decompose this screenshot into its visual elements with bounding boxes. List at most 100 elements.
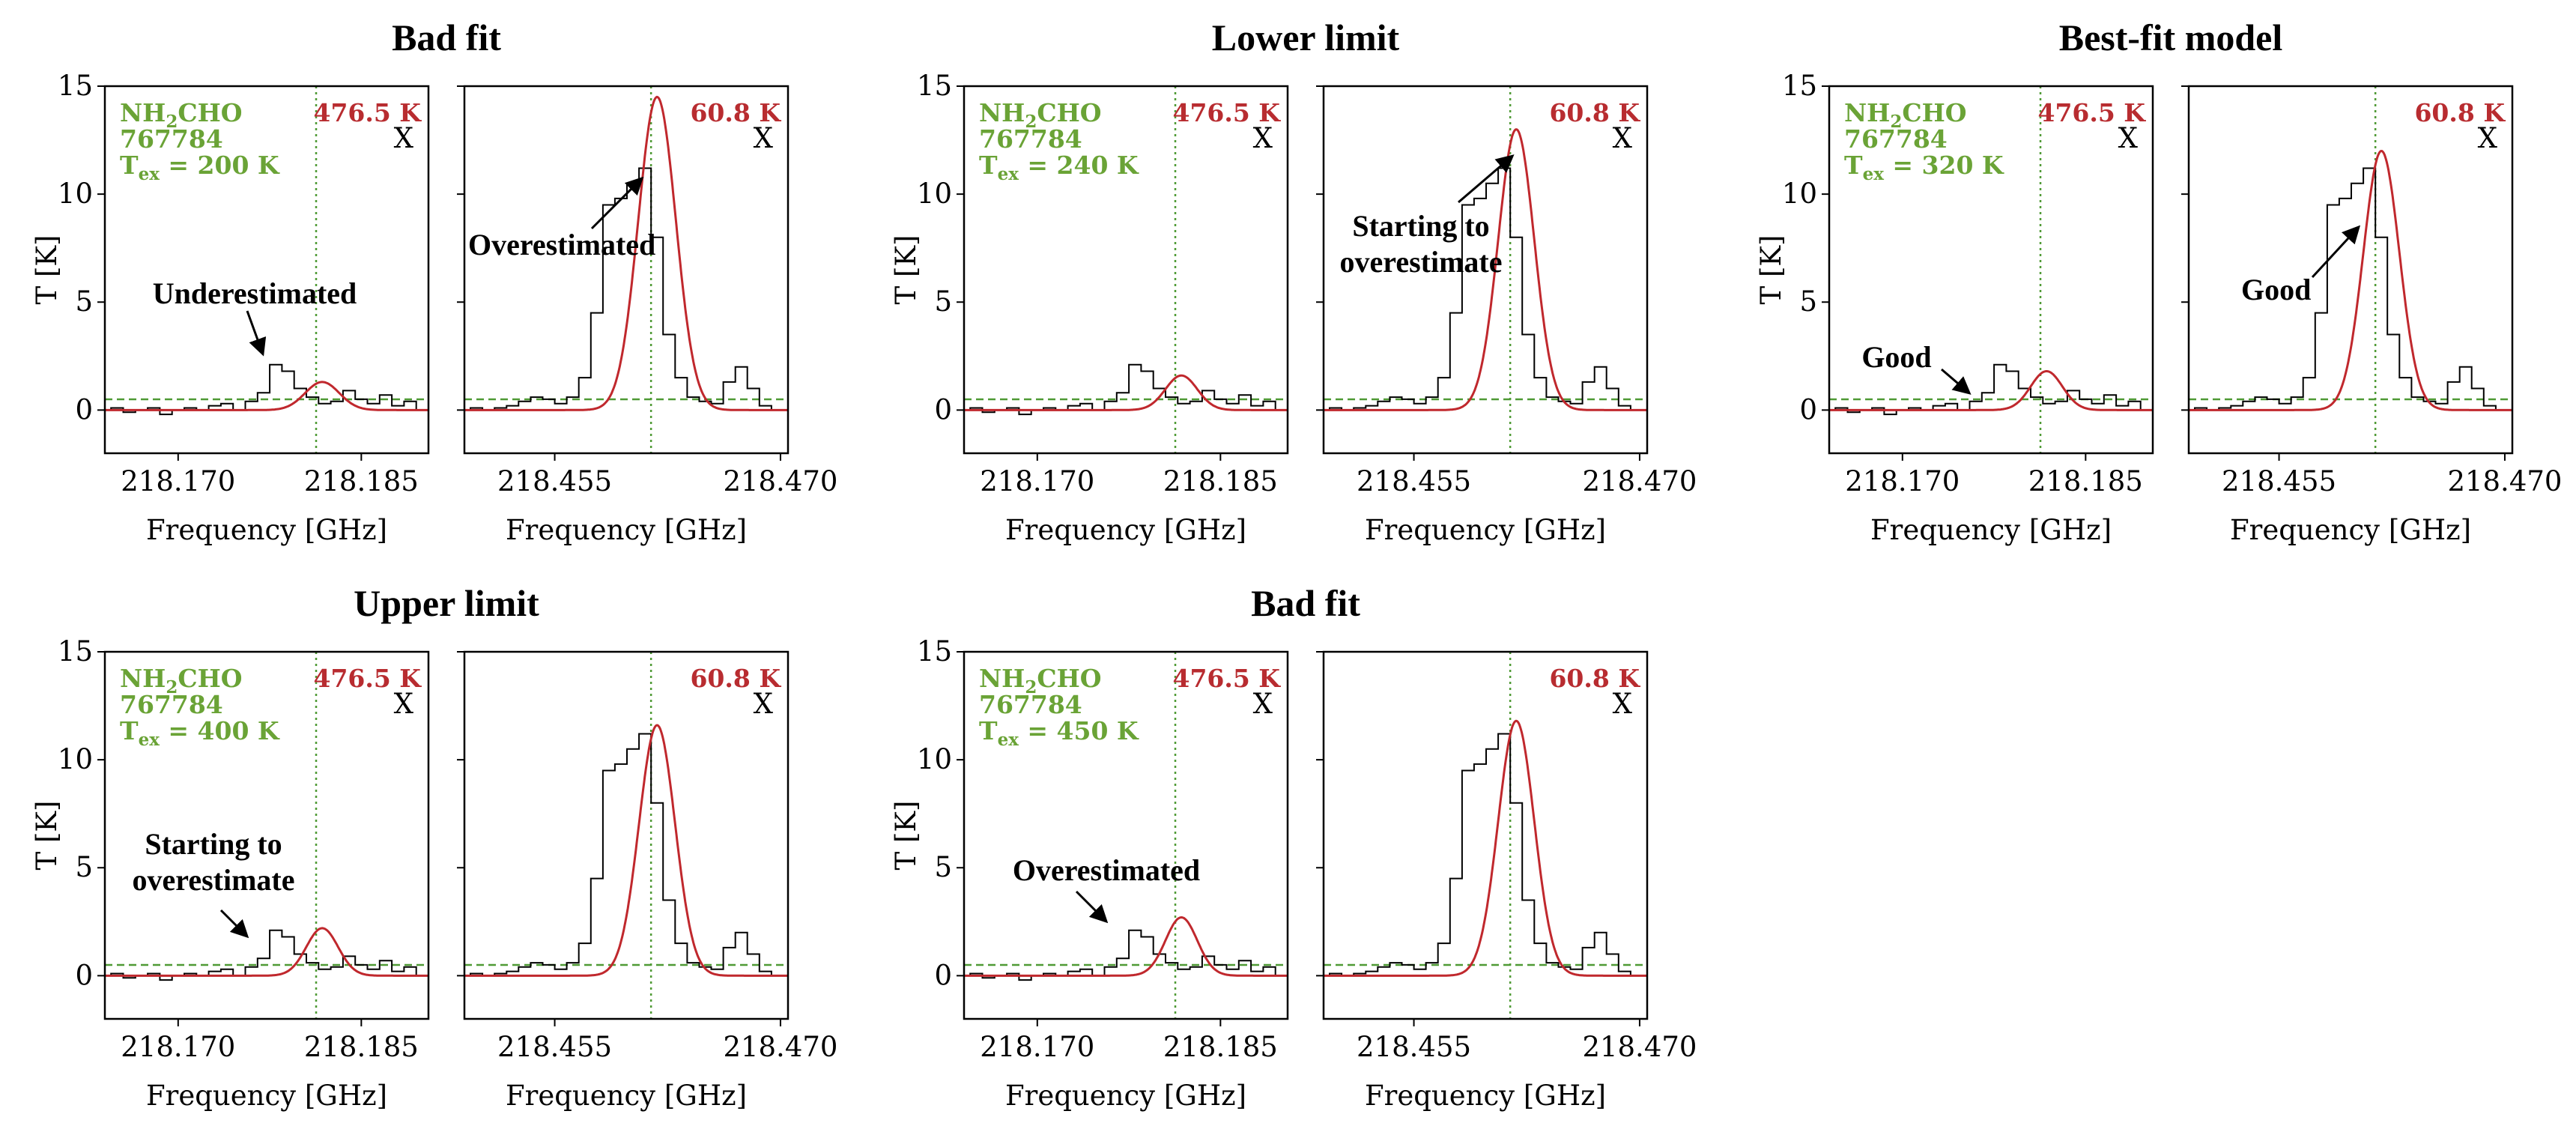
excitation-temperature: Tex = 450 K <box>979 716 1139 750</box>
x-tick-label: 218.170 <box>980 1031 1094 1063</box>
blend-mark: X <box>2118 122 2139 154</box>
panel-title: Best-fit model <box>2059 16 2283 58</box>
panel-title: Bad fit <box>1251 582 1360 624</box>
model-spectrum <box>2189 149 2512 411</box>
molecule-tag: 767784 <box>120 690 223 719</box>
annotation-arrow <box>590 176 644 230</box>
axis-frame <box>963 85 1289 455</box>
panel-1: Bad fit T [K] 0 5 10 15 218.170 218.185 Frequenc… <box>31 16 837 546</box>
y-tick-label: 10 <box>58 178 93 210</box>
axis-frame <box>463 85 790 455</box>
observed-spectrum <box>1324 733 1643 977</box>
left-axis: 0 5 10 15 218.170 218.185 Frequency [GHz] 476.5… <box>58 70 430 546</box>
molecule-name: NH2CHO <box>120 98 243 132</box>
left-axis: 0 5 10 15 218.170 218.185 Frequency [GHz] 476.5… <box>58 635 430 1112</box>
observed-spectrum <box>105 363 428 416</box>
annotation-text: Overestimated <box>1013 853 1200 887</box>
x-axis-label: Frequency [GHz] <box>1365 514 1606 546</box>
x-axis-label: Frequency [GHz] <box>146 1080 387 1112</box>
molecule-part: CHO <box>1037 664 1101 693</box>
x-tick-label: 218.170 <box>121 1031 235 1063</box>
model-spectrum <box>1829 370 2153 411</box>
x-tick-label: 218.470 <box>1582 1031 1697 1063</box>
upper-level-energy: 60.8 K <box>1549 664 1640 693</box>
axis-frame <box>1322 85 1649 455</box>
molecule-name: NH2CHO <box>1844 98 1967 132</box>
axis-frame <box>463 650 790 1020</box>
molecule-part: NH <box>1844 98 1890 127</box>
right-axis: 218.455 218.470 Frequency [GHz] 60.8 KX Good <box>2181 85 2562 546</box>
blend-mark: X <box>754 122 774 154</box>
molecule-part: CHO <box>1037 98 1101 127</box>
annotation-text: Underestimated <box>153 276 357 310</box>
right-axis: 218.455 218.470 Frequency [GHz] 60.8 KX Star… <box>1316 85 1697 546</box>
x-axis-label: Frequency [GHz] <box>146 514 387 546</box>
plot-area <box>1324 652 1647 1019</box>
tex-symbol: T <box>979 716 998 745</box>
molecule-subscript: 2 <box>166 112 178 132</box>
left-axis: 0 5 10 15 218.170 218.185 Frequency [GHz] 476.5… <box>917 70 1289 546</box>
annotation-text: overestimate <box>1340 245 1503 279</box>
panel-5: Bad fit T [K] 0 5 10 15 218.170 218.185 Frequenc… <box>890 582 1697 1112</box>
y-tick-label: 15 <box>58 70 93 102</box>
x-axis-label: Frequency [GHz] <box>1870 514 2112 546</box>
x-tick-label: 218.185 <box>2028 465 2143 497</box>
blend-mark: X <box>394 122 414 154</box>
y-axis-label-group: T [K] <box>890 801 922 871</box>
x-tick-label: 218.455 <box>497 465 612 497</box>
annotation-text: Good <box>2241 273 2311 306</box>
x-tick-label: 218.170 <box>121 465 235 497</box>
blend-mark: X <box>2478 122 2498 154</box>
y-axis-label: T [K] <box>890 801 922 871</box>
axis-frame <box>2187 85 2514 455</box>
plot-area <box>964 86 1288 453</box>
x-tick-label: 218.455 <box>497 1031 612 1063</box>
y-axis-label: T [K] <box>31 235 63 305</box>
y-tick-label: 15 <box>917 70 952 102</box>
y-axis-label: T [K] <box>1755 235 1787 305</box>
model-spectrum <box>1324 128 1647 411</box>
tex-subscript: ex <box>998 730 1019 750</box>
molecule-name: NH2CHO <box>979 664 1102 697</box>
observed-spectrum <box>464 733 784 977</box>
molecule-name: NH2CHO <box>979 98 1102 132</box>
upper-level-energy: 60.8 K <box>690 98 781 127</box>
excitation-temperature: Tex = 240 K <box>979 151 1139 184</box>
tex-symbol: T <box>120 716 139 745</box>
molecule-subscript: 2 <box>166 677 178 697</box>
y-tick-label: 0 <box>1799 393 1817 426</box>
x-tick-label: 218.170 <box>980 465 1094 497</box>
tex-value: = 240 K <box>1019 151 1139 180</box>
molecule-subscript: 2 <box>1890 112 1902 132</box>
panel-3: Best-fit model T [K] 0 5 10 15 218.170 218.185 F… <box>1755 16 2562 546</box>
upper-level-energy: 476.5 K <box>313 98 422 127</box>
annotation-arrow <box>246 310 267 357</box>
y-tick-label: 10 <box>917 178 952 210</box>
observed-spectrum <box>464 167 784 411</box>
x-axis-label: Frequency [GHz] <box>506 1080 747 1112</box>
x-tick-label: 218.185 <box>304 465 419 497</box>
molecule-part: NH <box>120 664 166 693</box>
blend-mark: X <box>1253 688 1273 720</box>
observed-spectrum <box>964 929 1288 981</box>
tex-value: = 450 K <box>1019 716 1139 745</box>
y-axis-label-group: T [K] <box>890 235 922 305</box>
y-axis-label-group: T [K] <box>31 235 63 305</box>
model-spectrum <box>964 374 1288 411</box>
molecule-tag: 767784 <box>979 690 1082 719</box>
annotation-arrow <box>1075 890 1109 924</box>
panel-4: Upper limit T [K] 0 5 10 15 218.170 218.185 Freq… <box>31 582 837 1112</box>
x-axis-label: Frequency [GHz] <box>506 514 747 546</box>
x-tick-label: 218.455 <box>2222 465 2336 497</box>
panel-2: Lower limit T [K] 0 5 10 15 218.170 218.185 Freq… <box>890 16 1697 546</box>
tex-subscript: ex <box>998 164 1019 184</box>
y-axis-label-group: T [K] <box>1755 235 1787 305</box>
x-axis-label: Frequency [GHz] <box>1005 1080 1246 1112</box>
x-axis-label: Frequency [GHz] <box>1365 1080 1606 1112</box>
y-tick-label: 15 <box>1782 70 1817 102</box>
annotation-arrow <box>2311 225 2361 279</box>
plot-area <box>1829 86 2153 453</box>
annotation-arrow <box>219 909 249 939</box>
annotation-arrow <box>1458 154 1515 204</box>
annotation-arrow <box>1941 368 1972 395</box>
